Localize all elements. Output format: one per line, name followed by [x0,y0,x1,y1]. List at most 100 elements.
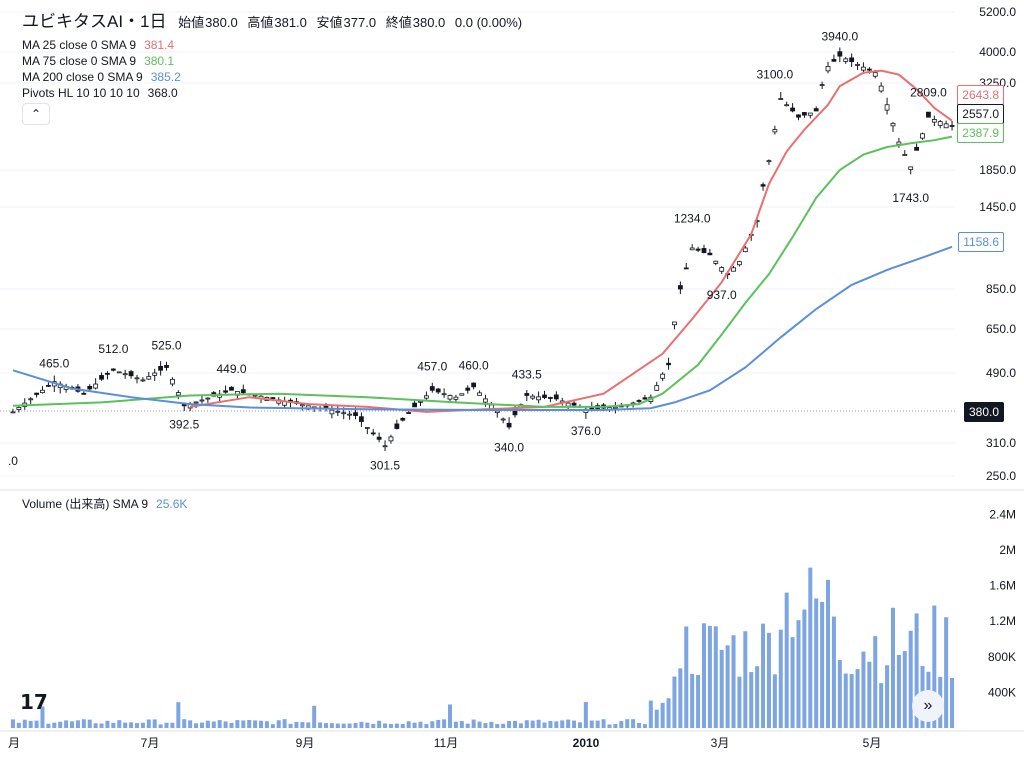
volume-bar [855,669,860,728]
pivot-label: 340.0 [494,440,524,454]
candle-body [843,58,849,62]
volume-bar [176,702,181,728]
volume-bar [914,613,919,728]
indicator-value: 368.0 [147,86,178,100]
pivot-label: 512.0 [98,342,128,356]
time-tick-label: 9月 [296,736,315,750]
volume-bars [10,567,955,728]
candle-body [10,411,16,414]
collapse-legend-button[interactable]: ⌃ [22,103,50,125]
indicator-pivots[interactable]: Pivots HL 10 10 10 10 368.0 [22,85,178,101]
candle-body [359,416,364,422]
volume-bar [341,723,346,728]
volume-bar [52,722,57,728]
volume-bar [412,722,417,728]
volume-bar [46,723,51,728]
volume-bar [831,616,836,728]
volume-legend[interactable]: Volume (出来高) SMA 9 25.6K [22,495,187,512]
price-tag-ma75: 2387.9 [957,123,1004,143]
volume-bar [902,651,907,728]
volume-bar [607,724,612,728]
price-tick-label: 310.0 [986,436,1016,450]
indicator-value: 385.2 [150,70,181,84]
volume-bar [589,720,594,728]
candle-body [128,371,134,377]
candle-body [447,395,453,400]
volume-bar [749,672,754,728]
candle-body [920,133,925,139]
candle-body [737,261,742,266]
candle-body [825,66,831,72]
candle-body [500,418,506,421]
candle-body [388,436,394,442]
volume-bar [323,723,328,728]
volume-bar [223,721,228,728]
candle-body [335,410,341,413]
volume-bar [465,723,470,728]
indicator-ma200[interactable]: MA 200 close 0 SMA 9 385.2 [22,69,181,85]
volume-bar [672,676,677,728]
volume-bar [418,721,423,728]
volume-bar [778,629,783,728]
volume-bar [75,720,80,728]
volume-bar [613,723,618,728]
candle-body [642,397,648,400]
candle-body [99,375,104,380]
indicator-ma25[interactable]: MA 25 close 0 SMA 9 381.4 [22,37,174,53]
candle-body [223,390,228,393]
volume-bar [199,722,204,728]
candle-body [778,98,784,100]
volume-bar [81,719,86,728]
time-tick-label: 11月 [434,736,458,750]
price-tag-last-pivot: 2557.0 [957,104,1004,124]
candle-body [164,365,169,368]
open-label: 始値 [178,15,205,30]
indicator-ma75[interactable]: MA 75 close 0 SMA 9 380.1 [22,53,174,69]
indicator-label: Pivots HL 10 10 10 10 [22,86,140,100]
volume-bar [34,720,39,728]
volume-bar [365,722,370,728]
volume-bar [241,720,246,728]
volume-bar [140,722,145,728]
candle-body [140,379,146,382]
close-value: 380.0 [412,15,446,30]
low-label: 安値 [316,15,343,30]
candle-body [494,410,500,414]
volume-bar [890,607,895,728]
volume-bar [802,609,807,728]
volume-bar [790,637,795,728]
symbol-title[interactable]: ユビキタスAI・1日 [22,12,167,31]
volume-bar [560,720,565,728]
volume-bar [377,720,382,728]
scroll-to-realtime-button[interactable]: » [912,690,944,722]
double-chevron-right-icon: » [923,697,933,714]
candle-body [654,385,660,391]
volume-bar [152,719,157,728]
volume-bar [495,724,500,728]
volume-bar [194,723,199,728]
volume-bar [123,722,128,728]
price-tick-label: 1850.0 [979,163,1016,177]
close-label: 終値 [385,15,412,30]
volume-bar [306,722,311,728]
volume-bar [761,623,766,728]
volume-bar [430,721,435,728]
candle-body [453,396,459,400]
volume-bar [259,720,264,728]
candle-body [707,252,713,256]
volume-bar [22,719,27,728]
candle-body [412,402,417,408]
volume-bar [908,630,913,728]
volume-bar [394,723,399,728]
volume-bar [619,721,624,728]
change-value: 0.0 (0.00%) [454,15,523,30]
candle-body [855,64,860,66]
candle-body [199,399,205,402]
candle-body [666,362,671,366]
volume-bar [678,668,683,728]
volume-bar [182,719,187,728]
tradingview-logo-icon[interactable]: 17 [20,690,56,718]
candle-body [831,59,837,62]
time-tick-label: 7月 [141,736,160,750]
candle-body [878,85,884,92]
